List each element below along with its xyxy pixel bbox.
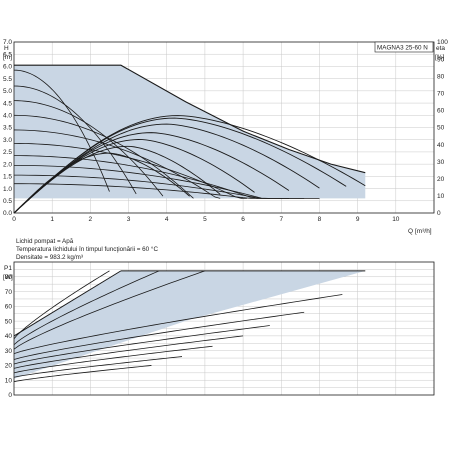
condition-temperature: Temperatura lichidului în timpul funcţio… [16,245,158,253]
head-y-tick-label: 2.5 [3,149,12,156]
flow-x-tick-label: 5 [203,216,207,223]
head-chart-panel: 0.0 0.5 1.0 1.5 2.0 2.5 3.0 3.5 4.0 4.5 5.0 5.5 6.0 6… [3,39,448,235]
eta-axis-label: eta [436,45,445,52]
power-operating-area [14,270,366,379]
head-y-tick-label: 6.0 [3,64,12,71]
power-y-tick-label: 40 [5,333,13,340]
power-curves [13,270,366,383]
head-chart-tick-labels: 0.0 0.5 1.0 1.5 2.0 2.5 3.0 3.5 4.0 4.5 5.0 5.5 6.0 6… [3,39,448,223]
head-y-tick-label: 1.0 [3,186,12,193]
head-envelope-area [14,65,366,199]
power-y-tick-label: 0 [8,392,12,399]
head-y-tick-label: 0.0 [3,210,12,217]
head-y-tick-label: 1.5 [3,174,12,181]
power-chart-tick-labels: 0 10 20 30 40 50 60 70 80 [5,274,13,399]
eta-y-tick-label: 0 [437,210,441,217]
eta-y-tick-label: 60 [437,108,445,115]
eta-y-tick-label: 30 [437,159,445,166]
eta-y-tick-label: 90 [437,56,445,63]
head-y-tick-label: 4.5 [3,100,12,107]
head-curve [13,129,221,199]
power-y-tick-label: 20 [5,363,13,370]
power-y-tick-label: 70 [5,289,13,296]
power-curve [13,270,206,350]
head-curve [13,183,320,199]
head-y-tick-label: 3.0 [3,137,12,144]
flow-x-tick-label: 2 [89,216,93,223]
power-y-tick-label: 50 [5,318,13,325]
power-curve [13,356,183,378]
eta-y-tick-label: 50 [437,125,445,132]
power-curve [13,345,213,374]
efficiency-curve [13,145,221,214]
flow-x-tick-label: 10 [392,216,400,223]
efficiency-curve [13,152,190,214]
head-y-tick-label: 3.5 [3,125,12,132]
head-y-tick-label: 0.5 [3,198,12,205]
head-y-tick-label: 2.0 [3,161,12,168]
power-plot-border [13,261,435,396]
condition-density: Densitate = 983.2 kg/m³ [16,254,83,261]
head-y-tick-label: 4.0 [3,112,12,119]
head-y-tick-label: 5.0 [3,88,12,95]
head-curve [13,174,305,199]
power-axis-label: P1 [4,265,12,272]
eta-y-tick-label: 100 [437,39,448,46]
flow-x-tick-label: 3 [127,216,131,223]
conditions-block: Lichid pompat = Apă Temperatura lichidul… [16,238,158,261]
eta-y-tick-label: 40 [437,142,445,149]
power-y-tick-label: 80 [5,274,13,281]
head-curve [13,85,137,195]
head-curve [13,164,289,199]
head-curve [13,69,110,192]
head-y-tick-label: 5.5 [3,76,12,83]
flow-x-tick-label: 4 [165,216,169,223]
head-plot-border [13,41,435,214]
power-curve [13,311,305,360]
head-y-tick-label: 7.0 [3,39,12,46]
eta-y-tick-label: 80 [437,73,445,80]
head-y-tick-label: 6.5 [3,51,12,58]
power-curve [13,365,152,383]
power-curve [13,270,110,340]
efficiency-curve [13,117,347,214]
eta-y-tick-label: 20 [437,176,445,183]
head-max-curve [14,64,366,174]
flow-x-tick-label: 7 [279,216,283,223]
condition-liquid: Lichid pompat = Apă [16,238,74,245]
power-max-curve [13,270,122,337]
power-chart-frame [13,261,435,396]
head-axis-label: H [4,45,9,52]
power-curve [13,294,343,355]
flow-axis-label: Q [408,228,413,235]
eta-axis-unit: [%] [435,54,445,61]
power-curve [13,325,270,365]
head-curve [13,114,194,199]
flow-x-tick-label: 9 [356,216,360,223]
eta-y-tick-label: 70 [437,91,445,98]
flow-x-tick-label: 1 [50,216,54,223]
power-curve [13,335,244,369]
power-axis-unit: [W] [3,274,13,281]
power-envelope-area [14,270,366,379]
power-y-tick-label: 60 [5,304,13,311]
model-label: MAGNA3 25-60 N [377,45,428,52]
power-y-tick-label: 10 [5,377,13,384]
flow-x-tick-label: 8 [318,216,322,223]
power-chart-panel: 0 10 20 30 40 50 60 70 80 P1 [W] [3,261,435,399]
head-axis-unit: [m] [3,54,12,61]
head-operating-area [14,65,366,199]
flow-x-tick-label: 0 [12,216,16,223]
flow-axis-unit: [m³/h] [415,228,432,235]
power-curve [13,270,160,346]
model-label-box [374,41,434,53]
power-y-tick-label: 30 [5,348,13,355]
head-curves [13,64,366,214]
eta-y-tick-label: 10 [437,193,445,200]
flow-x-tick-label: 6 [241,216,245,223]
head-chart-frame [13,41,435,214]
